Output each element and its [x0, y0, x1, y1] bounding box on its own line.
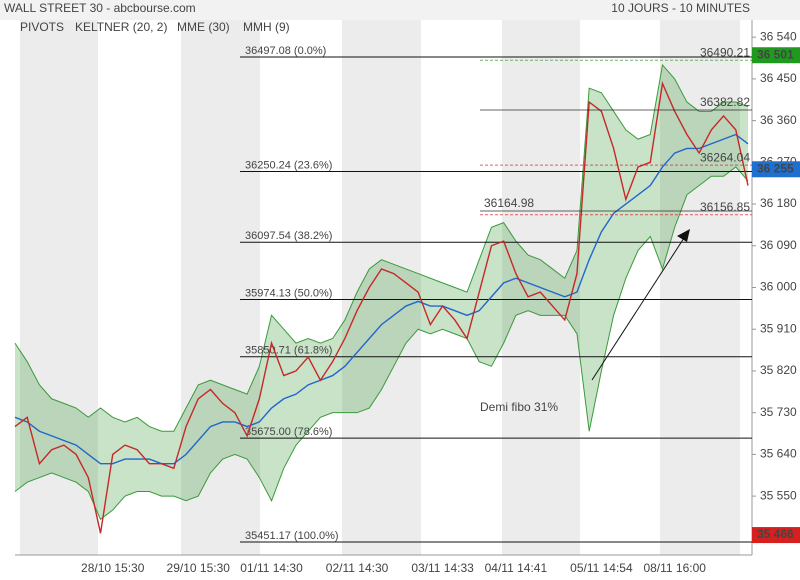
level-label: 36156.85 — [700, 200, 750, 214]
series-line — [14, 81, 749, 534]
x-tick-label: 29/10 15:30 — [167, 561, 231, 575]
legend-label: KELTNER (20, 2) — [75, 20, 167, 34]
fibo-label: 36497.08 (0.0%) — [245, 45, 326, 57]
price-box — [752, 527, 800, 544]
x-tick-label: 28/10 15:30 — [81, 561, 145, 575]
fibo-label: 36250.24 (23.6%) — [245, 159, 332, 171]
x-tick-label: 01/11 14:30 — [240, 561, 303, 575]
y-tick-label: 35 820 — [760, 363, 797, 377]
keltner-lower — [14, 166, 749, 521]
header-bar — [0, 0, 800, 20]
fibo-label: 35675.00 (78.6%) — [245, 426, 332, 438]
y-tick-label: 35 910 — [760, 321, 797, 335]
legend-pivots: PIVOTS — [20, 20, 64, 34]
series-line — [14, 133, 749, 465]
chart-title: WALL STREET 30 - abcbourse.com — [4, 1, 196, 15]
y-tick-label: 36 000 — [760, 280, 797, 294]
price-box — [752, 47, 800, 64]
legend-label: MME (30) — [177, 20, 230, 34]
annotation: Demi fibo 31% — [480, 400, 558, 414]
fibo-label: 36097.54 (38.2%) — [245, 230, 332, 242]
level-label: 36382.82 — [700, 95, 750, 109]
x-tick-label: 05/11 14:54 — [570, 561, 633, 575]
price-box-label: 36 501 — [757, 47, 794, 61]
y-tick-label: 36 450 — [760, 71, 797, 85]
price-box — [752, 161, 800, 178]
keltner-upper — [14, 63, 749, 432]
legend-label: MMH (9) — [243, 20, 290, 34]
y-tick-label: 35 550 — [760, 488, 797, 502]
x-tick-label: 04/11 14:41 — [485, 561, 548, 575]
x-tick-label: 03/11 14:33 — [411, 561, 474, 575]
level-label: 36264.04 — [700, 150, 750, 164]
x-tick-label: 02/11 14:30 — [326, 561, 389, 575]
fibo-label: 35974.13 (50.0%) — [245, 287, 332, 299]
price-box-label: 36 255 — [757, 161, 794, 175]
price-box-label: 35 466 — [757, 527, 794, 541]
fibo-label: 35850.71 (61.8%) — [245, 345, 332, 357]
y-tick-label: 36 090 — [760, 238, 797, 252]
y-tick-label: 36 360 — [760, 113, 797, 127]
y-tick-label: 35 640 — [760, 447, 797, 461]
fibo-label: 35451.17 (100.0%) — [245, 530, 339, 542]
y-tick-label: 36 540 — [760, 29, 797, 43]
arrow-head — [677, 229, 690, 242]
y-tick-label: 35 730 — [760, 405, 797, 419]
level-label: 36164.98 — [484, 196, 534, 210]
arrow — [591, 237, 685, 381]
x-tick-label: 08/11 16:00 — [643, 561, 706, 575]
level-label: 36490.21 — [700, 45, 750, 59]
y-tick-label: 36 180 — [760, 196, 797, 210]
chart-subtitle: 10 JOURS - 10 MINUTES — [611, 1, 750, 15]
keltner-fill — [15, 64, 748, 520]
